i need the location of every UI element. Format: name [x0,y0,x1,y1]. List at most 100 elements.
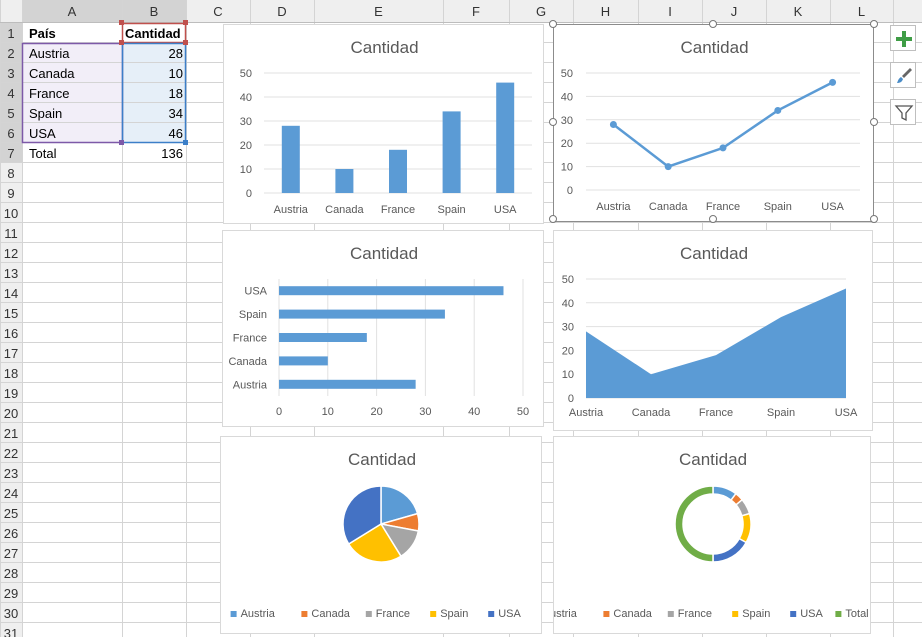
legend-entry[interactable]: Canada [311,608,350,620]
cell-A6[interactable]: USA [29,126,56,141]
column-header-H[interactable]: H [601,4,610,19]
column-header-C[interactable]: C [213,4,222,19]
row-header-30[interactable]: 30 [4,606,18,621]
bar[interactable] [279,379,416,389]
row-header-7[interactable]: 7 [7,146,14,161]
cell-B6[interactable]: 46 [169,126,183,141]
row-header-1[interactable]: 1 [7,26,14,41]
range-corner-handle[interactable] [183,40,188,45]
row-header-17[interactable]: 17 [4,346,18,361]
cell-B5[interactable]: 34 [169,106,183,121]
row-header-18[interactable]: 18 [4,366,18,381]
legend-entry[interactable]: USA [800,608,823,620]
row-header-15[interactable]: 15 [4,306,18,321]
row-header-12[interactable]: 12 [4,246,18,261]
range-corner-handle[interactable] [183,20,188,25]
bar-chart-column[interactable]: Cantidad 0 10 20 30 40 50 Austria Canada France Sp… [223,24,544,224]
cell-B4[interactable]: 18 [169,86,183,101]
line-point[interactable] [774,106,782,114]
chart-elements-button[interactable] [890,25,916,51]
legend-entry[interactable]: Spain [440,608,468,620]
column-header-F[interactable]: F [472,4,480,19]
row-header-29[interactable]: 29 [4,586,18,601]
cell-A4[interactable]: France [29,86,69,101]
column-header-A[interactable]: A [68,4,77,19]
column-header-J[interactable]: J [731,4,738,19]
resize-handle-top[interactable] [709,20,717,28]
legend-entry[interactable]: Total [845,608,868,620]
legend-entry[interactable]: Canada [613,608,652,620]
row-header-26[interactable]: 26 [4,526,18,541]
row-header-8[interactable]: 8 [7,166,14,181]
row-header-5[interactable]: 5 [7,106,14,121]
area-chart[interactable]: Cantidad 0 10 20 30 40 50 Austria Canada France Sp… [553,230,873,431]
pie-chart[interactable]: Cantidad Austria Canada France Spain USA [220,436,542,634]
row-header-6[interactable]: 6 [7,126,14,141]
resize-handle-top-left[interactable] [549,20,557,28]
row-header-19[interactable]: 19 [4,386,18,401]
bar[interactable] [279,356,328,366]
bar[interactable] [279,286,504,296]
row-header-20[interactable]: 20 [4,406,18,421]
series-line[interactable] [612,81,834,168]
cell-B3[interactable]: 10 [169,66,183,81]
legend-entry[interactable]: France [376,608,410,620]
row-header-27[interactable]: 27 [4,546,18,561]
bar[interactable] [496,82,515,193]
resize-handle-left[interactable] [549,118,557,126]
resize-handle-top-right[interactable] [870,20,878,28]
resize-handle-bottom[interactable] [709,215,717,223]
column-header-K[interactable]: K [794,4,803,19]
row-header-14[interactable]: 14 [4,286,18,301]
area-fill[interactable] [586,288,846,398]
cell-B7[interactable]: 136 [161,146,183,161]
column-header-I[interactable]: I [668,4,672,19]
column-header-B[interactable]: B [150,4,159,19]
column-header-D[interactable]: D [277,4,286,19]
resize-handle-right[interactable] [870,118,878,126]
chart-filters-button[interactable] [890,99,916,125]
legend-entry[interactable]: USA [498,608,521,620]
cell-A7[interactable]: Total [29,146,57,161]
cell-A1[interactable]: País [29,26,56,41]
bar[interactable] [279,333,367,342]
column-header-E[interactable]: E [374,4,383,19]
doughnut-slice[interactable] [674,485,714,563]
cell-B2[interactable]: 28 [169,46,183,61]
range-corner-handle[interactable] [119,140,124,145]
line-point[interactable] [664,163,672,171]
cell-A3[interactable]: Canada [29,66,75,81]
range-corner-handle[interactable] [119,40,124,45]
line-point[interactable] [719,144,727,152]
row-header-28[interactable]: 28 [4,566,18,581]
row-header-9[interactable]: 9 [7,186,14,201]
doughnut-slice[interactable] [712,537,748,563]
row-header-24[interactable]: 24 [4,486,18,501]
column-header-G[interactable]: G [536,4,546,19]
row-header-16[interactable]: 16 [4,326,18,341]
chart-styles-button[interactable] [890,62,916,88]
range-corner-handle[interactable] [183,140,188,145]
row-header-10[interactable]: 10 [4,206,18,221]
legend-entry[interactable]: Spain [742,608,770,620]
pie-slice[interactable] [347,522,403,563]
legend-entry[interactable]: Austria [241,608,276,620]
resize-handle-bottom-right[interactable] [870,215,878,223]
legend-entry[interactable]: Austria [554,608,578,620]
row-header-31[interactable]: 31 [4,626,18,637]
range-corner-handle[interactable] [119,20,124,25]
line-point[interactable] [829,78,837,86]
row-header-11[interactable]: 11 [4,226,18,241]
pie-slice[interactable] [342,485,382,546]
bar[interactable] [442,111,461,193]
resize-handle-bottom-left[interactable] [549,215,557,223]
row-header-13[interactable]: 13 [4,266,18,281]
legend-entry[interactable]: France [678,608,712,620]
bar[interactable] [281,125,300,193]
cell-A2[interactable]: Austria [29,46,70,61]
cell-B1[interactable]: Cantidad [125,26,181,41]
row-header-3[interactable]: 3 [7,66,14,81]
bar-chart-horizontal[interactable]: Cantidad 0 10 20 30 40 50 Austria Canada France Sp… [222,230,544,427]
cell-A5[interactable]: Spain [29,106,62,121]
bar[interactable] [389,149,407,193]
